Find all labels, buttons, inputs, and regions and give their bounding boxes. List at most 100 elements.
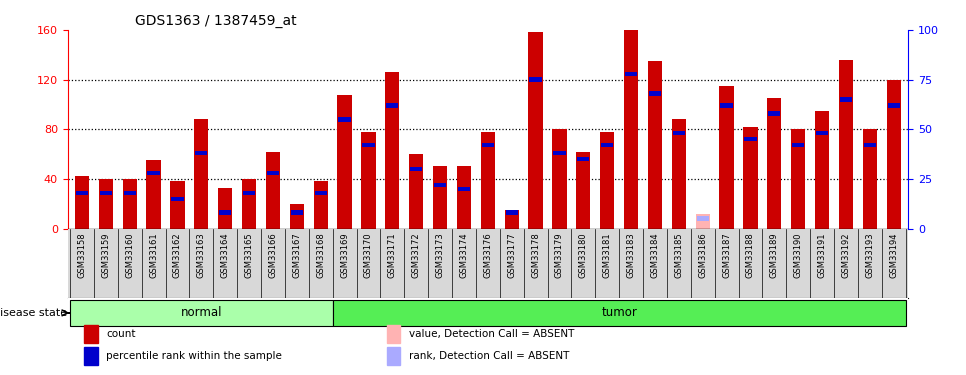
Text: GSM33178: GSM33178 [531, 232, 540, 278]
Text: GSM33186: GSM33186 [698, 232, 707, 278]
Bar [99, 190, 112, 195]
Text: GSM33159: GSM33159 [101, 232, 110, 278]
Bar [387, 347, 401, 365]
Bar [338, 117, 351, 122]
Bar [124, 190, 136, 195]
Bar [387, 325, 401, 343]
Bar [815, 111, 829, 228]
Bar [528, 33, 543, 228]
Bar [99, 179, 113, 228]
Bar [863, 129, 877, 228]
Bar [267, 171, 279, 175]
Bar [767, 98, 781, 228]
Bar [601, 143, 613, 147]
Bar [554, 151, 565, 155]
Text: GSM33177: GSM33177 [507, 232, 516, 278]
Bar [791, 129, 806, 228]
Text: GSM33170: GSM33170 [364, 232, 373, 278]
Bar [362, 143, 375, 147]
Bar [838, 60, 853, 228]
Bar [839, 98, 852, 102]
Bar [84, 325, 98, 343]
Bar [170, 182, 185, 228]
Bar [721, 103, 732, 108]
Text: GSM33168: GSM33168 [316, 232, 326, 278]
Text: GSM33191: GSM33191 [817, 232, 827, 278]
Bar [743, 127, 757, 228]
Bar [266, 152, 280, 228]
Text: GSM33160: GSM33160 [126, 232, 134, 278]
Text: GSM33193: GSM33193 [866, 232, 874, 278]
Text: GSM33166: GSM33166 [269, 232, 277, 278]
Text: GSM33164: GSM33164 [220, 232, 230, 278]
Bar [123, 179, 137, 228]
Text: GSM33171: GSM33171 [387, 232, 397, 278]
Bar [409, 154, 423, 228]
Bar [84, 347, 98, 365]
Text: GSM33185: GSM33185 [674, 232, 683, 278]
Bar [816, 131, 828, 135]
Text: rank, Detection Call = ABSENT: rank, Detection Call = ABSENT [409, 351, 569, 361]
Text: GSM33180: GSM33180 [579, 232, 588, 278]
Bar [792, 143, 805, 147]
Bar [720, 86, 734, 228]
Text: count: count [106, 329, 136, 339]
Bar [434, 183, 446, 187]
Bar [624, 30, 639, 228]
Text: GSM33188: GSM33188 [746, 232, 755, 278]
Bar [242, 179, 256, 228]
Bar [243, 190, 255, 195]
Text: GSM33187: GSM33187 [723, 232, 731, 278]
Text: GSM33192: GSM33192 [841, 232, 850, 278]
Bar [194, 119, 209, 228]
Bar [290, 204, 304, 228]
Bar [887, 80, 901, 228]
Text: value, Detection Call = ABSENT: value, Detection Call = ABSENT [409, 329, 574, 339]
Bar [314, 182, 327, 228]
Bar [171, 196, 184, 201]
Text: GSM33179: GSM33179 [554, 232, 564, 278]
Bar [553, 129, 567, 228]
Text: GSM33167: GSM33167 [293, 232, 301, 278]
Bar [482, 143, 494, 147]
Text: GSM33163: GSM33163 [197, 232, 206, 278]
Text: GDS1363 / 1387459_at: GDS1363 / 1387459_at [135, 13, 297, 28]
Bar [76, 190, 88, 195]
Bar [315, 190, 327, 195]
Bar [148, 171, 159, 175]
Bar [600, 132, 614, 228]
Text: tumor: tumor [601, 306, 638, 320]
Text: GSM33174: GSM33174 [460, 232, 469, 278]
Bar [457, 166, 471, 228]
Text: GSM33181: GSM33181 [603, 232, 611, 278]
Bar [529, 78, 542, 82]
Text: GSM33189: GSM33189 [770, 232, 779, 278]
Bar [768, 111, 781, 116]
Text: disease state: disease state [0, 308, 68, 318]
Text: normal: normal [181, 306, 222, 320]
Bar [696, 214, 710, 228]
Bar [504, 210, 519, 228]
Bar [219, 210, 231, 215]
Bar [337, 94, 352, 228]
Text: GSM33190: GSM33190 [794, 232, 803, 278]
Bar [505, 210, 518, 215]
Bar [649, 92, 661, 96]
Bar [386, 103, 398, 108]
Bar [648, 61, 662, 228]
Bar [458, 187, 470, 191]
Text: GSM33176: GSM33176 [483, 232, 493, 278]
Bar [745, 137, 756, 141]
Text: GSM33165: GSM33165 [244, 232, 253, 278]
Bar [864, 143, 876, 147]
Text: GSM33173: GSM33173 [436, 232, 444, 278]
Bar [361, 132, 376, 228]
Bar [195, 151, 208, 155]
Text: GSM33194: GSM33194 [890, 232, 898, 278]
Text: GSM33161: GSM33161 [149, 232, 158, 278]
Text: GSM33184: GSM33184 [650, 232, 660, 278]
Bar [385, 72, 400, 228]
Bar [218, 188, 233, 228]
Bar [671, 119, 686, 228]
Bar [578, 157, 589, 161]
